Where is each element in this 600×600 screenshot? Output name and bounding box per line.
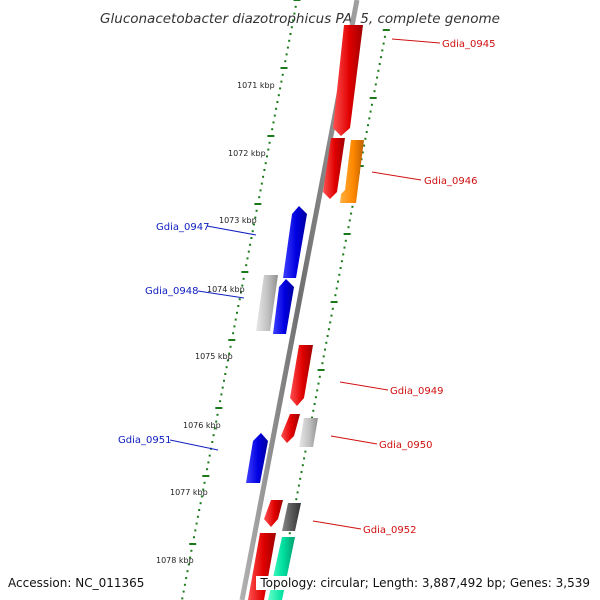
topology-text: Topology: circular; Length: 3,887,492 bp…	[256, 576, 590, 590]
gene-arrow-gdia-0950-red[interactable]	[281, 414, 300, 443]
leader-line	[339, 381, 389, 391]
map-title: Gluconacetobacter diazotrophicus PAl 5, …	[100, 11, 500, 27]
gene-arrow-gdia-0947[interactable]	[283, 206, 307, 278]
leader-line	[330, 435, 378, 445]
gene-arrow-gdia-0952[interactable]	[282, 503, 301, 531]
leader-line	[206, 225, 257, 236]
kbp-label: 1077 kbp	[170, 488, 208, 497]
gene-label-gdia-0952[interactable]: Gdia_0952	[363, 525, 416, 536]
leader-line	[371, 171, 422, 181]
gene-arrow-gdia-0948[interactable]	[273, 279, 294, 334]
gene-label-gdia-0948[interactable]: Gdia_0948	[145, 286, 198, 297]
gene-label-gdia-0947[interactable]: Gdia_0947	[156, 222, 209, 233]
leader-line	[197, 290, 245, 299]
kbp-label: 1073 kbp	[219, 216, 257, 225]
gene-label-leaders	[169, 38, 441, 530]
gene-track	[246, 25, 364, 600]
gene-arrow-red-2[interactable]	[264, 500, 283, 527]
kbp-label: 1075 kbp	[195, 352, 233, 361]
kbp-scale: 1071 kbp 1072 kbp 1073 kbp 1074 kbp 1075…	[156, 81, 275, 565]
gene-arrow-gdia-0951[interactable]	[246, 433, 268, 483]
leader-line	[391, 38, 441, 44]
leader-line	[312, 520, 362, 530]
gene-label-gdia-0951[interactable]: Gdia_0951	[118, 435, 171, 446]
kbp-label: 1072 kbp	[228, 149, 266, 158]
gene-arrow-gdia-0949[interactable]	[290, 345, 313, 406]
gene-arrow-gdia-0946[interactable]	[340, 140, 364, 203]
gene-label-gdia-0945[interactable]: Gdia_0945	[442, 39, 495, 50]
gene-arrow-gdia-0945[interactable]	[333, 25, 363, 136]
kbp-label: 1076 kbp	[183, 421, 221, 430]
leader-line	[169, 439, 219, 451]
gene-label-gdia-0949[interactable]: Gdia_0949	[390, 386, 443, 397]
accession-text: Accession: NC_011365	[8, 576, 145, 590]
gene-arrow-red-3[interactable]	[248, 533, 276, 600]
gene-arrow-red-1[interactable]	[323, 138, 345, 199]
gene-arrow-gdia-0948-gray[interactable]	[256, 275, 278, 331]
gene-label-gdia-0950[interactable]: Gdia_0950	[379, 440, 432, 451]
kbp-label: 1078 kbp	[156, 556, 194, 565]
gene-arrow-gdia-0950[interactable]	[299, 418, 318, 447]
kbp-label: 1074 kbp	[207, 285, 245, 294]
gene-label-gdia-0946[interactable]: Gdia_0946	[424, 176, 477, 187]
kbp-label: 1071 kbp	[237, 81, 275, 90]
gene-labels: Gdia_0945 Gdia_0946 Gdia_0949 Gdia_0950 …	[118, 39, 495, 536]
